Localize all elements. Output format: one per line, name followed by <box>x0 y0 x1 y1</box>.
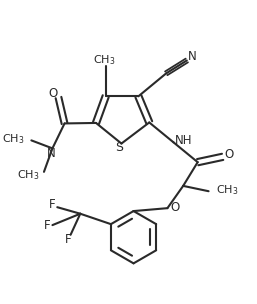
Text: N: N <box>188 50 197 63</box>
Text: N: N <box>47 147 56 160</box>
Text: CH$_3$: CH$_3$ <box>2 132 24 146</box>
Text: S: S <box>115 141 124 154</box>
Text: F: F <box>44 219 50 232</box>
Text: F: F <box>65 233 71 246</box>
Text: O: O <box>171 201 180 214</box>
Text: CH$_3$: CH$_3$ <box>17 168 39 182</box>
Text: CH$_3$: CH$_3$ <box>216 183 239 197</box>
Text: O: O <box>49 87 58 100</box>
Text: NH: NH <box>175 134 192 147</box>
Text: F: F <box>49 198 56 211</box>
Text: O: O <box>225 148 234 161</box>
Text: CH$_3$: CH$_3$ <box>93 53 116 67</box>
